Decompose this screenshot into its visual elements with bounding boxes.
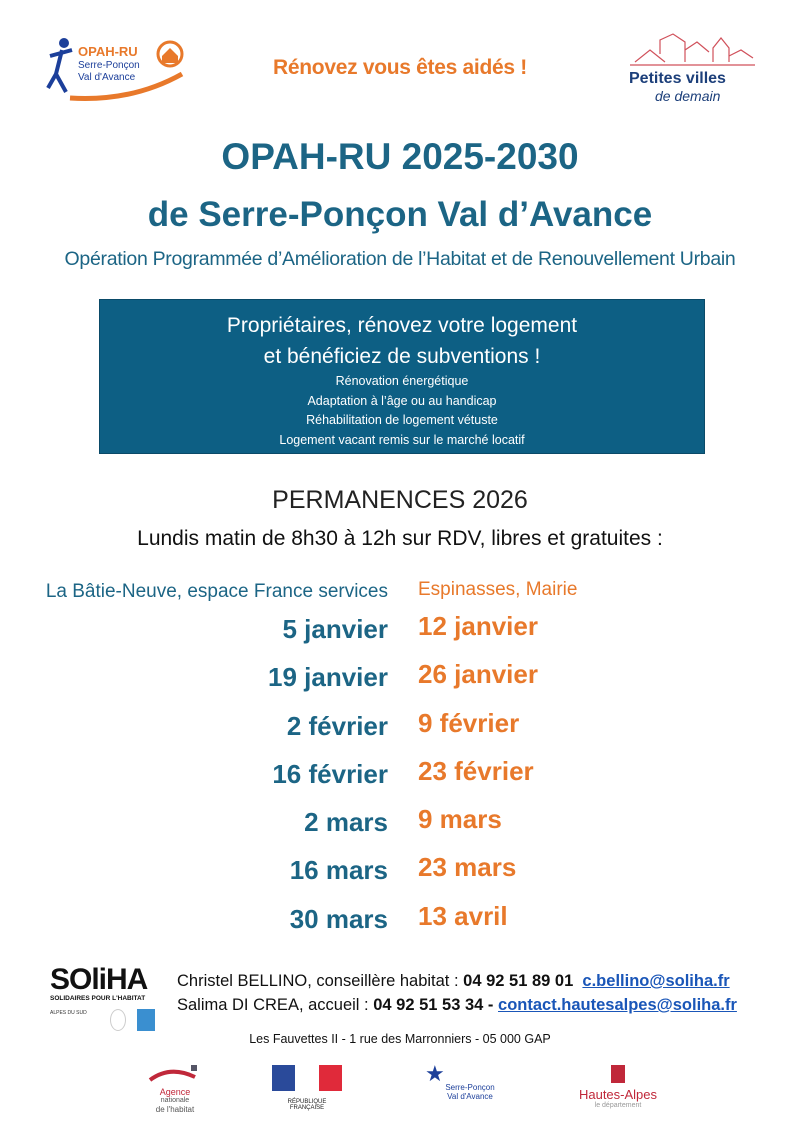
label-icon xyxy=(110,1009,126,1031)
date-item: 26 janvier xyxy=(418,659,538,690)
date-item: 23 mars xyxy=(418,852,517,883)
contact-1-phone: 04 92 51 89 01 xyxy=(463,972,574,990)
date-item: 19 janvier xyxy=(268,662,388,693)
contact-2-label: Salima DI CREA, accueil : xyxy=(177,996,374,1014)
page-title: OPAH-RU 2025-2030 xyxy=(221,136,579,177)
soliha-region: ALPES DU SUD xyxy=(50,1010,87,1016)
republique-francaise-logo: RÉPUBLIQUE FRANÇAISE xyxy=(272,1065,342,1115)
location-right: Espinasses, Mairie xyxy=(418,579,578,600)
date-item: 30 mars xyxy=(289,903,388,934)
box-item: Rénovation énergétique xyxy=(335,374,469,388)
date-item: 2 mars xyxy=(304,807,388,838)
subsidy-box: Propriétaires, rénovez votre logement et… xyxy=(99,299,705,454)
address: Les Fauvettes II - 1 rue des Marronniers… xyxy=(249,1032,551,1046)
contact-1-label: Christel BELLINO, conseillère habitat : xyxy=(177,972,464,990)
date-item: 9 mars xyxy=(418,804,502,835)
box-heading-1: Propriétaires, rénovez votre logement xyxy=(226,314,578,337)
opah-ru-logo: OPAH-RU Serre-Ponçon Val d'Avance xyxy=(42,36,192,106)
contact-2-phone: 04 92 51 53 34 - xyxy=(373,996,494,1014)
box-heading-2: et bénéficiez de subventions ! xyxy=(263,345,541,368)
contact-2: Salima DI CREA, accueil : 04 92 51 53 34… xyxy=(177,996,737,1015)
date-item: 12 janvier xyxy=(418,611,538,641)
petites-villes-de-demain-logo: Petites villes de demain xyxy=(625,32,760,107)
date-item: 16 mars xyxy=(289,855,388,886)
date-item: 16 février xyxy=(272,758,388,789)
box-item: Réhabilitation de logement vétuste xyxy=(306,413,498,427)
date-item: 9 février xyxy=(418,707,520,738)
opah-logo-line1: Serre-Ponçon xyxy=(78,60,140,71)
opah-logo-title: OPAH-RU xyxy=(78,44,138,59)
permanences-hours: Lundis matin de 8h30 à 12h sur RDV, libr… xyxy=(137,527,663,550)
date-item: 13 avril xyxy=(418,900,508,931)
serre-poncon-val-davance-logo: ★ Serre-Ponçon Val d'Avance xyxy=(425,1061,495,1102)
soliha-logo: SOliHA SOLIDAIRES POUR L'HABITAT ALPES D… xyxy=(50,965,165,1035)
date-item: 2 février xyxy=(286,710,388,741)
contact-2-email-link[interactable]: contact.hautesalpes@soliha.fr xyxy=(498,996,737,1014)
location-left: La Bâtie-Neuve, espace France services xyxy=(45,581,388,602)
page-title-line2: de Serre-Ponçon Val d’Avance xyxy=(147,195,653,234)
opah-logo-line2: Val d'Avance xyxy=(78,72,136,83)
date-item: 23 février xyxy=(418,755,534,786)
box-item: Logement vacant remis sur le marché loca… xyxy=(279,432,525,447)
permanences-title: PERMANENCES 2026 xyxy=(272,486,528,514)
hautes-alpes-logo: Hautes-Alpes le département xyxy=(568,1065,668,1115)
pvd-logo-line1: Petites villes xyxy=(629,70,726,87)
box-item: Adaptation à l’âge ou au handicap xyxy=(307,393,497,408)
date-item: 5 janvier xyxy=(282,614,388,644)
dates-right: 12 janvier 26 janvier 9 février 23 févri… xyxy=(418,611,538,949)
contact-1: Christel BELLINO, conseillère habitat : … xyxy=(177,972,730,991)
soliha-name: SOliHA xyxy=(50,963,148,996)
pvd-logo-line2: de demain xyxy=(655,88,721,104)
dates-left: 5 janvier 19 janvier 2 février 16 févrie… xyxy=(268,614,388,952)
label-icon xyxy=(137,1009,155,1031)
anah-logo: Agence nationale de l'habitat xyxy=(140,1065,210,1115)
contact-1-email-link[interactable]: c.bellino@soliha.fr xyxy=(582,972,730,990)
tagline: Rénovez vous êtes aidés ! xyxy=(273,56,527,79)
page-subtitle: Opération Programmée d’Amélioration de l… xyxy=(64,248,736,270)
soliha-sub: SOLIDAIRES POUR L'HABITAT xyxy=(50,995,146,1002)
